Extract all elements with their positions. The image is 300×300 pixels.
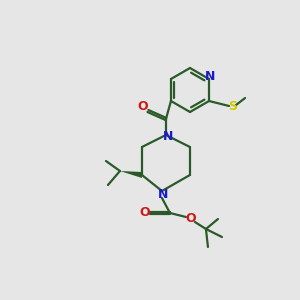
Text: S: S [229, 100, 238, 112]
Text: N: N [163, 130, 173, 142]
Text: O: O [138, 100, 148, 113]
Text: N: N [205, 70, 215, 83]
Text: O: O [140, 206, 150, 218]
Text: N: N [158, 188, 168, 202]
Text: O: O [186, 212, 196, 226]
Polygon shape [120, 171, 142, 178]
